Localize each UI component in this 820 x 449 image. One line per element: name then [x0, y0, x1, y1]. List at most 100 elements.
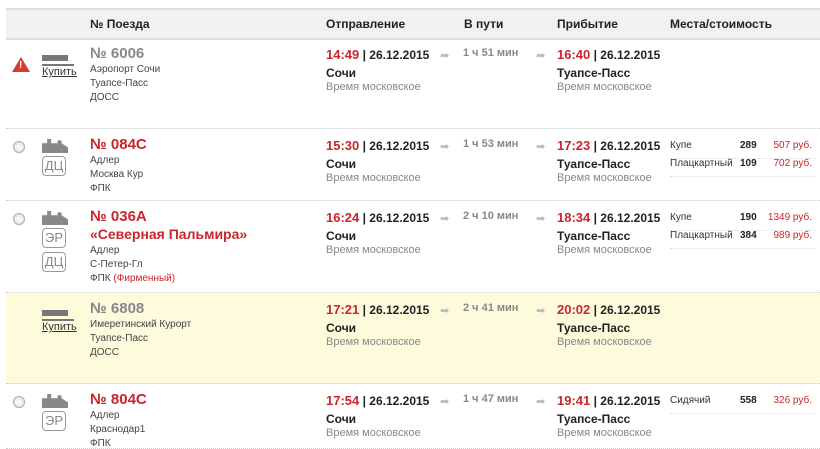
train-number[interactable]: № 036А [90, 208, 147, 225]
header-seats: Места/стоимость [670, 17, 772, 31]
header-departure[interactable]: Отправление [326, 17, 406, 31]
departure-timezone: Время московское [326, 244, 421, 256]
arrival-timezone: Время московское [557, 81, 652, 93]
seat-option[interactable]: Купе 289 507 руб. [670, 140, 816, 159]
route-to: Краснодар1 [90, 424, 146, 435]
departure-timezone: Время московское [326, 81, 421, 93]
arrival-datetime: 20:02 | 26.12.2015 [557, 302, 661, 317]
carrier: ДОСС [90, 347, 119, 358]
arrow-right-icon: ➡ [536, 141, 546, 153]
departure-datetime: 15:30 | 26.12.2015 [326, 138, 430, 153]
seat-count: 558 [740, 395, 757, 406]
arrival-station: Туапсе-Пасс [557, 66, 631, 80]
seat-type: Купе [670, 212, 692, 223]
carrier: ФПК [90, 273, 111, 284]
header-duration[interactable]: В пути [464, 17, 504, 31]
train-type-badge: ДЦ [42, 252, 66, 272]
train-type-badge: ЭР [42, 228, 66, 248]
seat-price[interactable]: 326 руб. [773, 395, 812, 406]
seat-option[interactable]: Плацкартный 384 989 руб. [670, 230, 816, 249]
travel-duration: 1 ч 47 мин [463, 393, 519, 405]
departure-datetime: 16:24 | 26.12.2015 [326, 210, 430, 225]
brand-label: (Фирменный) [113, 273, 176, 284]
train-number[interactable]: № 6808 [90, 300, 145, 317]
table-header: № Поезда Отправление В пути Прибытие Мес… [6, 8, 820, 40]
arrow-right-icon: ➡ [536, 305, 546, 317]
train-number[interactable]: № 084С [90, 136, 147, 153]
train-number[interactable]: № 804С [90, 391, 147, 408]
high-speed-train-icon [42, 307, 74, 321]
route-to: Москва Кур [90, 169, 144, 180]
train-row[interactable]: Купить № 6006 Аэропорт Сочи Туапсе-Пасс ДОСС… [6, 38, 820, 129]
train-type-badge: ЭР [42, 411, 66, 431]
train-row[interactable]: Купить № 6808 Имеретинский Курорт Туапсе-Па… [6, 293, 820, 384]
select-radio[interactable] [13, 396, 25, 408]
seat-count: 109 [740, 158, 757, 169]
arrow-right-icon: ➡ [536, 396, 546, 408]
arrow-right-icon: ➡ [440, 50, 450, 62]
route-to: Туапсе-Пасс [90, 333, 149, 344]
seat-type: Плацкартный [670, 158, 733, 169]
train-row[interactable]: ЭР ДЦ № 036А «Северная Пальмира» Адлер С-Пете… [6, 201, 820, 293]
seat-price[interactable]: 507 руб. [773, 140, 812, 151]
arrival-datetime: 19:41 | 26.12.2015 [557, 393, 661, 408]
departure-datetime: 14:49 | 26.12.2015 [326, 47, 430, 62]
seat-type: Купе [670, 140, 692, 151]
arrival-datetime: 18:34 | 26.12.2015 [557, 210, 661, 225]
arrival-timezone: Время московское [557, 172, 652, 184]
carrier: ДОСС [90, 92, 119, 103]
seat-option[interactable]: Купе 190 1349 руб. [670, 212, 816, 231]
select-radio[interactable] [13, 141, 25, 153]
locomotive-icon [42, 139, 68, 153]
seat-price[interactable]: 1349 руб. [767, 212, 812, 223]
arrival-station: Туапсе-Пасс [557, 229, 631, 243]
arrival-timezone: Время московское [557, 244, 652, 256]
seat-price[interactable]: 989 руб. [773, 230, 812, 241]
departure-station: Сочи [326, 66, 357, 80]
carrier: ФПК [90, 183, 111, 194]
seat-price[interactable]: 702 руб. [773, 158, 812, 169]
locomotive-icon [42, 211, 68, 225]
select-radio[interactable] [13, 213, 25, 225]
travel-duration: 2 ч 41 мин [463, 302, 519, 314]
arrow-right-icon: ➡ [440, 305, 450, 317]
arrow-right-icon: ➡ [440, 213, 450, 225]
route-from: Аэропорт Сочи [90, 64, 161, 75]
arrival-station: Туапсе-Пасс [557, 157, 631, 171]
arrow-right-icon: ➡ [440, 396, 450, 408]
arrival-timezone: Время московское [557, 336, 652, 348]
route-to: С-Петер-Гл [90, 259, 143, 270]
arrival-station: Туапсе-Пасс [557, 412, 631, 426]
arrow-right-icon: ➡ [536, 213, 546, 225]
buy-link[interactable]: Купить [42, 66, 77, 78]
seat-option[interactable]: Плацкартный 109 702 руб. [670, 158, 816, 177]
departure-timezone: Время московское [326, 172, 421, 184]
travel-duration: 2 ч 10 мин [463, 210, 519, 222]
departure-timezone: Время московское [326, 336, 421, 348]
train-row[interactable]: ЭР № 804С Адлер Краснодар1 ФПК 17:54 | 26.12.… [6, 384, 820, 449]
arrival-station: Туапсе-Пасс [557, 321, 631, 335]
high-speed-train-icon [42, 52, 74, 66]
seat-count: 190 [740, 212, 757, 223]
train-type-badge: ДЦ [42, 156, 66, 176]
departure-station: Сочи [326, 321, 357, 335]
route-to: Туапсе-Пасс [90, 78, 149, 89]
buy-link[interactable]: Купить [42, 321, 77, 333]
train-name: «Северная Пальмира» [90, 226, 248, 242]
seat-type: Сидячий [670, 395, 711, 406]
carrier: ФПК [90, 438, 111, 449]
header-arrival[interactable]: Прибытие [557, 17, 618, 31]
header-train: № Поезда [90, 17, 150, 31]
route-from: Адлер [90, 410, 120, 421]
arrow-right-icon: ➡ [440, 141, 450, 153]
train-row[interactable]: ДЦ № 084С Адлер Москва Кур ФПК 15:30 | 26.12.… [6, 129, 820, 201]
seat-option[interactable]: Сидячий 558 326 руб. [670, 395, 816, 414]
train-number[interactable]: № 6006 [90, 45, 145, 62]
travel-duration: 1 ч 51 мин [463, 47, 519, 59]
departure-station: Сочи [326, 412, 357, 426]
travel-duration: 1 ч 53 мин [463, 138, 519, 150]
departure-timezone: Время московское [326, 427, 421, 439]
departure-station: Сочи [326, 157, 357, 171]
seat-count: 384 [740, 230, 757, 241]
departure-datetime: 17:21 | 26.12.2015 [326, 302, 430, 317]
